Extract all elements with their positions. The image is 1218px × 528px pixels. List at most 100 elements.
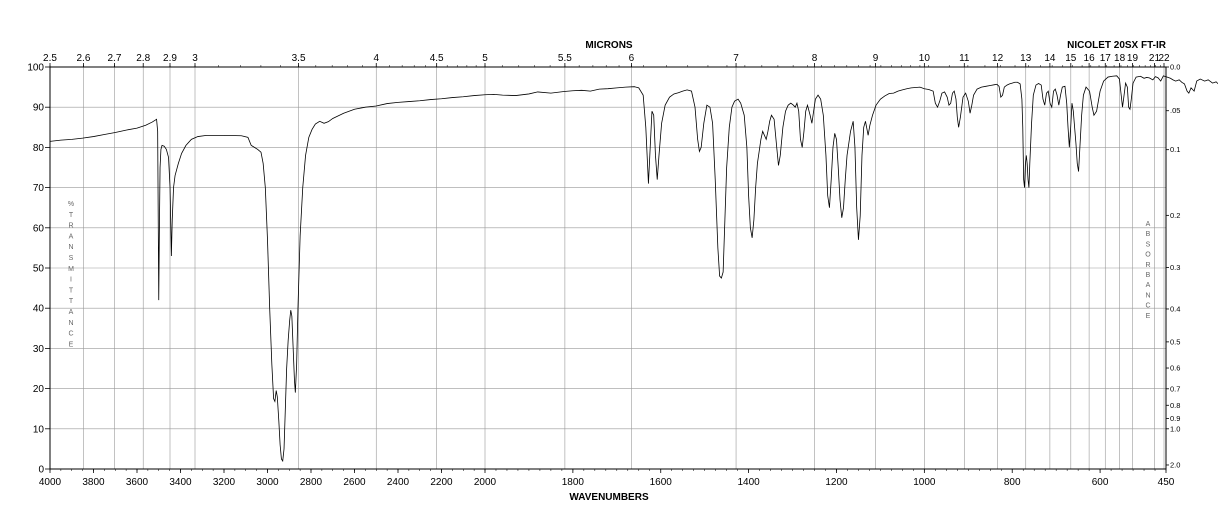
wavenumbers-axis-title: WAVENUMBERS (569, 492, 649, 503)
grid (50, 67, 1166, 469)
absorbance-tick-label: 0.0 (1170, 63, 1180, 72)
y-tick-label: 60 (33, 223, 45, 234)
transmittance-title-letter: S (69, 255, 74, 262)
wavenumber-tick-label: 1400 (737, 477, 760, 488)
y-tick-label: 10 (33, 424, 45, 435)
absorbance-title-letter: E (1146, 313, 1151, 320)
transmittance-title-letter: A (69, 309, 74, 316)
y-tick-label: 0 (38, 465, 44, 476)
y-tick-label: 50 (33, 264, 45, 275)
wavenumber-tick-label: 2400 (387, 477, 410, 488)
wavenumber-axis: 4000 3800 3600 3400 3200 3000 2800 2600 2400 2200… (39, 469, 1175, 488)
micron-tick-label: 22 (1158, 53, 1170, 64)
transmittance-title-letter: N (68, 320, 73, 327)
wavenumber-tick-label: 2600 (343, 477, 366, 488)
micron-tick-label: 4.5 (430, 53, 444, 64)
transmittance-title-letter: I (70, 277, 72, 284)
wavenumber-tick-label: 1800 (562, 477, 585, 488)
instrument-label: NICOLET 20SX FT-IR (1067, 40, 1167, 51)
wavenumber-tick-label: 3200 (213, 477, 236, 488)
absorbance-title-letter: A (1146, 221, 1151, 228)
micron-tick-label: 15 (1065, 53, 1077, 64)
micron-tick-label: 17 (1100, 53, 1112, 64)
micron-tick-label: 19 (1127, 53, 1139, 64)
wavenumber-tick-label: 2200 (430, 477, 453, 488)
transmittance-title-letter: % (68, 201, 74, 208)
absorbance-title-letter: O (1145, 252, 1151, 259)
micron-tick-label: 3 (192, 53, 198, 64)
wavenumber-tick-label: 1600 (650, 477, 673, 488)
absorbance-tick-label: 0.9 (1170, 414, 1180, 423)
transmittance-title-letter: N (68, 244, 73, 251)
absorbance-tick-label: 0.5 (1170, 337, 1180, 346)
micron-tick-label: 18 (1114, 53, 1126, 64)
absorbance-axis: 0.0 .05 0.1 0.2 0.3 0.4 0.5 0.6 0.7 0.8 0.91.0 2.0 (1166, 63, 1180, 469)
micron-tick-label: 16 (1084, 53, 1096, 64)
micron-tick-label: 2.6 (77, 53, 91, 64)
y-tick-label: 100 (27, 63, 44, 74)
absorbance-title-letter: R (1145, 262, 1150, 269)
micron-tick-label: 2.7 (107, 53, 121, 64)
micron-tick-label: 2.8 (136, 53, 150, 64)
wavenumber-tick-label: 600 (1092, 477, 1109, 488)
absorbance-title-letter: B (1146, 272, 1151, 279)
micron-tick-label: 14 (1044, 53, 1056, 64)
transmittance-title-letter: M (68, 266, 74, 273)
transmittance-title-letter: T (69, 212, 74, 219)
transmittance-title-letter: A (69, 233, 74, 240)
absorbance-title-letter: S (1146, 241, 1151, 248)
wavenumber-tick-label: 2800 (300, 477, 323, 488)
absorbance-tick-label: 2.0 (1170, 460, 1180, 469)
microns-axis-title: MICRONS (585, 40, 633, 51)
wavenumber-tick-label: 3000 (256, 477, 279, 488)
transmittance-title-letter: R (68, 223, 73, 230)
micron-tick-label: 4 (373, 53, 379, 64)
absorbance-tick-label: 1.0 (1170, 424, 1180, 433)
micron-tick-label: 2.5 (43, 53, 57, 64)
plot-frame (49, 66, 1167, 470)
micron-tick-label: 12 (992, 53, 1004, 64)
micron-tick-label: 7 (733, 53, 739, 64)
absorbance-title-letter: N (1145, 292, 1150, 299)
wavenumber-tick-label: 4000 (39, 477, 62, 488)
y-tick-label: 20 (33, 384, 45, 395)
absorbance-tick-label: 0.1 (1170, 145, 1180, 154)
wavenumber-tick-label: 3600 (126, 477, 149, 488)
y-tick-label: 30 (33, 344, 45, 355)
micron-tick-label: 2.9 (163, 53, 177, 64)
y-tick-label: 80 (33, 143, 45, 154)
absorbance-tick-label: 0.4 (1170, 304, 1180, 313)
wavenumber-tick-label: 2000 (474, 477, 497, 488)
absorbance-tick-label: .05 (1170, 106, 1180, 115)
micron-tick-label: 9 (873, 53, 879, 64)
micron-tick-label: 3.5 (292, 53, 306, 64)
micron-tick-label: 8 (812, 53, 818, 64)
absorbance-tick-label: 0.8 (1170, 401, 1180, 410)
transmittance-title-letter: T (69, 298, 74, 305)
micron-tick-label: 6 (629, 53, 635, 64)
transmittance-title-letter: E (69, 341, 74, 348)
wavenumber-tick-label: 3400 (169, 477, 192, 488)
absorbance-tick-label: 0.7 (1170, 384, 1180, 393)
transmittance-title-letter: C (68, 331, 73, 338)
micron-tick-label: 21 (1149, 53, 1161, 64)
y-tick-label: 40 (33, 304, 45, 315)
micron-tick-label: 11 (959, 53, 970, 64)
absorbance-title-letter: A (1146, 282, 1151, 289)
y-tick-label: 70 (33, 183, 45, 194)
absorbance-title-letter: B (1146, 231, 1151, 238)
absorbance-tick-label: 0.3 (1170, 263, 1180, 272)
absorbance-tick-label: 0.2 (1170, 211, 1180, 220)
y-tick-label: 90 (33, 103, 45, 114)
wavenumber-tick-label: 1200 (825, 477, 848, 488)
wavenumber-tick-label: 1000 (913, 477, 936, 488)
micron-tick-label: 5 (482, 53, 488, 64)
micron-tick-label: 5.5 (558, 53, 572, 64)
spectrum-line (49, 75, 1218, 463)
absorbance-title-letter: C (1145, 303, 1150, 310)
transmittance-title-letter: T (69, 287, 74, 294)
